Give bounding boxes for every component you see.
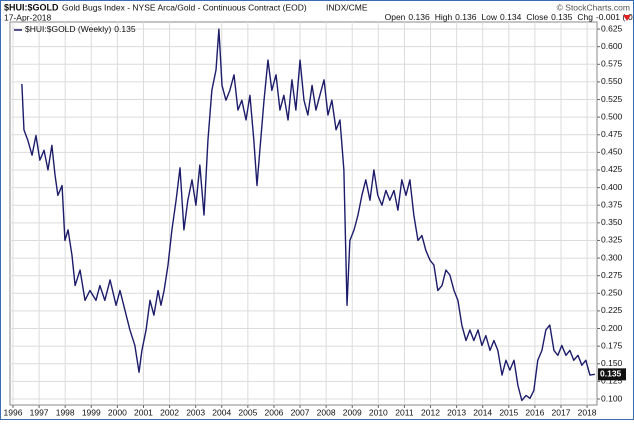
- y-tick-label: 0.400: [601, 182, 623, 192]
- x-tick-label: 2007: [291, 407, 310, 417]
- y-tick-label: 0.125: [601, 376, 623, 386]
- x-tick-label: 2003: [186, 407, 205, 417]
- quote-label: Close: [526, 12, 548, 22]
- y-tick-label: 0.350: [601, 217, 623, 227]
- quote-label: Chg: [577, 12, 593, 22]
- y-tick-label: 0.325: [601, 235, 623, 245]
- plot-area: [9, 21, 598, 406]
- legend-name: $HUI:$GOLD (Weekly): [25, 24, 111, 34]
- x-tick-label: 1997: [30, 407, 49, 417]
- quote-label: Open: [385, 12, 406, 22]
- last-value-label: 0.135: [600, 369, 622, 379]
- quote-label: High: [435, 12, 453, 22]
- y-tick-label: 0.150: [601, 358, 623, 368]
- x-tick-label: 1996: [4, 407, 23, 417]
- source: © StockCharts.com: [557, 2, 630, 12]
- y-tick-label: 0.200: [601, 323, 623, 333]
- x-tick-label: 2018: [578, 407, 597, 417]
- y-tick-label: 0.100: [601, 393, 623, 403]
- y-tick-label: 0.500: [601, 111, 623, 121]
- x-tick-label: 2005: [238, 407, 257, 417]
- x-tick-label: 2016: [525, 407, 544, 417]
- quote-value: -0.001 (-0.54%): [596, 12, 634, 22]
- y-tick-label: 0.550: [601, 76, 623, 86]
- y-tick-label: 0.575: [601, 59, 623, 69]
- y-tick-label: 0.250: [601, 288, 623, 298]
- quote-value: 0.135: [551, 12, 573, 22]
- quote-text: Open 0.136 High 0.136 Low 0.134 Close 0.135 Chg -…: [385, 12, 634, 22]
- x-tick-label: 2015: [499, 407, 518, 417]
- y-tick-label: 0.425: [601, 164, 623, 174]
- x-tick-label: 2000: [108, 407, 127, 417]
- y-tick-label: 0.375: [601, 199, 623, 209]
- y-tick-label: 0.450: [601, 147, 623, 157]
- x-tick-label: 2001: [134, 407, 153, 417]
- x-tick-label: 1998: [56, 407, 75, 417]
- x-tick-label: 2014: [473, 407, 492, 417]
- legend-text: $HUI:$GOLD (Weekly) 0.135: [25, 24, 136, 34]
- x-tick-label: 2017: [552, 407, 571, 417]
- quote-value: 0.136: [408, 12, 430, 22]
- quote-value: 0.136: [455, 12, 477, 22]
- x-tick-label: 2010: [369, 407, 388, 417]
- x-tick-label: 2009: [343, 407, 362, 417]
- x-tick-label: 2006: [264, 407, 283, 417]
- quote-strip: Open 0.136 High 0.136 Low 0.134 Close 0.135 Chg -…: [385, 12, 634, 22]
- subtitle: Gold Bugs Index - NYSE Arca/Gold - Conti…: [62, 2, 307, 12]
- quote-label: Low: [481, 12, 497, 22]
- quote-value: 0.134: [500, 12, 522, 22]
- x-tick-label: 2012: [421, 407, 440, 417]
- y-tick-label: 0.525: [601, 94, 623, 104]
- y-tick-label: 0.300: [601, 252, 623, 262]
- x-tick-label: 2008: [317, 407, 336, 417]
- y-tick-label: 0.625: [601, 23, 623, 33]
- x-tick-label: 2011: [395, 407, 414, 417]
- change-icon: [623, 15, 631, 21]
- legend-value: 0.135: [114, 24, 136, 34]
- grid: 0.100 0.125 0.150 0.175 0.200 0.225 0.250 0.275…: [4, 22, 623, 417]
- date: 17-Apr-2018: [4, 12, 52, 22]
- y-tick-label: 0.475: [601, 129, 623, 139]
- symbol: $HUI:$GOLD: [4, 2, 59, 12]
- x-tick-label: 1999: [82, 407, 101, 417]
- series-line: [21, 28, 596, 402]
- x-tick-label: 2002: [160, 407, 179, 417]
- exchange: INDX/CME: [326, 2, 368, 12]
- y-tick-label: 0.275: [601, 270, 623, 280]
- y-tick-label: 0.175: [601, 340, 623, 350]
- x-tick-label: 2013: [447, 407, 466, 417]
- y-tick-label: 0.600: [601, 41, 623, 51]
- x-tick-label: 2004: [212, 407, 231, 417]
- y-tick-label: 0.225: [601, 305, 623, 315]
- last-value-box: [598, 368, 626, 381]
